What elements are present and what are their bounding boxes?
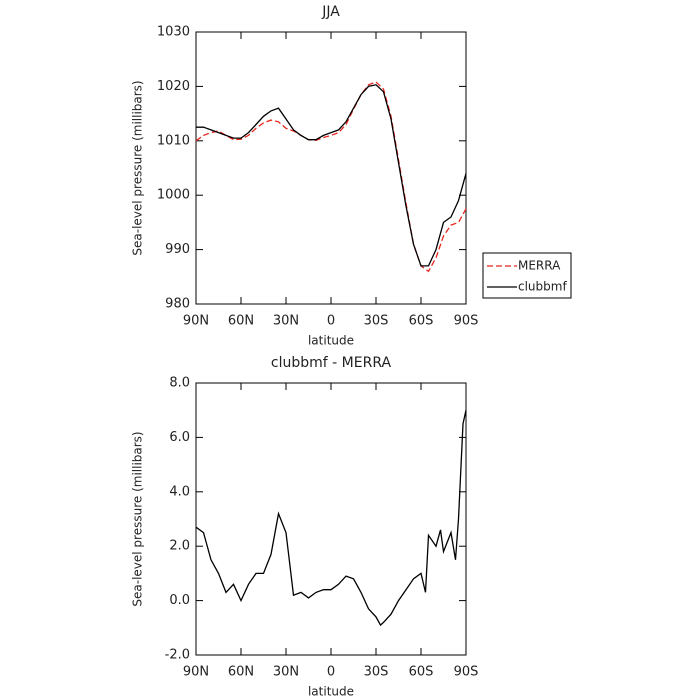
- y-tick-label: 1020: [157, 79, 190, 94]
- x-tick-label: 90S: [454, 314, 479, 329]
- y-tick-label: 1030: [157, 25, 190, 40]
- x-tick-label: 30N: [273, 665, 299, 680]
- x-tick-label: 0: [327, 665, 335, 680]
- x-tick-label: 90N: [183, 665, 209, 680]
- x-axis-label: latitude: [308, 334, 354, 348]
- x-tick-label: 60S: [409, 665, 434, 680]
- series-line: [196, 84, 467, 267]
- y-tick-label: 4.0: [169, 484, 190, 499]
- chart-title: JJA: [321, 4, 340, 20]
- y-tick-label: 980: [165, 297, 190, 312]
- y-tick-label: 2.0: [169, 539, 190, 554]
- x-tick-label: 30S: [364, 314, 389, 329]
- legend-label: clubbmf: [518, 280, 567, 294]
- y-tick-label: 6.0: [169, 430, 190, 445]
- x-tick-label: 0: [327, 314, 335, 329]
- plot-frame: [195, 31, 467, 305]
- series-line: [195, 410, 467, 627]
- y-tick-label: 0.0: [169, 593, 190, 608]
- x-tick-label: 60N: [228, 314, 254, 329]
- y-tick-label: -2.0: [165, 648, 190, 663]
- series-line: [195, 81, 467, 273]
- x-tick-label: 90N: [183, 314, 209, 329]
- plot-frame: [195, 382, 467, 656]
- x-tick-label: 60S: [409, 314, 434, 329]
- legend-label: MERRA: [518, 259, 561, 273]
- y-tick-label: 8.0: [169, 376, 190, 391]
- y-axis-label: Sea-level pressure (millibars): [131, 431, 145, 606]
- chart-title: clubbmf - MERRA: [271, 355, 392, 371]
- x-axis-label: latitude: [308, 685, 354, 699]
- x-tick-label: 30N: [273, 314, 299, 329]
- y-axis-label: Sea-level pressure (millibars): [131, 80, 145, 255]
- y-tick-label: 1000: [157, 188, 190, 203]
- legend-box: [482, 252, 572, 299]
- x-tick-label: 90S: [454, 665, 479, 680]
- y-tick-label: 1010: [157, 133, 190, 148]
- y-tick-label: 990: [165, 242, 190, 257]
- x-tick-label: 30S: [364, 665, 389, 680]
- x-tick-label: 60N: [228, 665, 254, 680]
